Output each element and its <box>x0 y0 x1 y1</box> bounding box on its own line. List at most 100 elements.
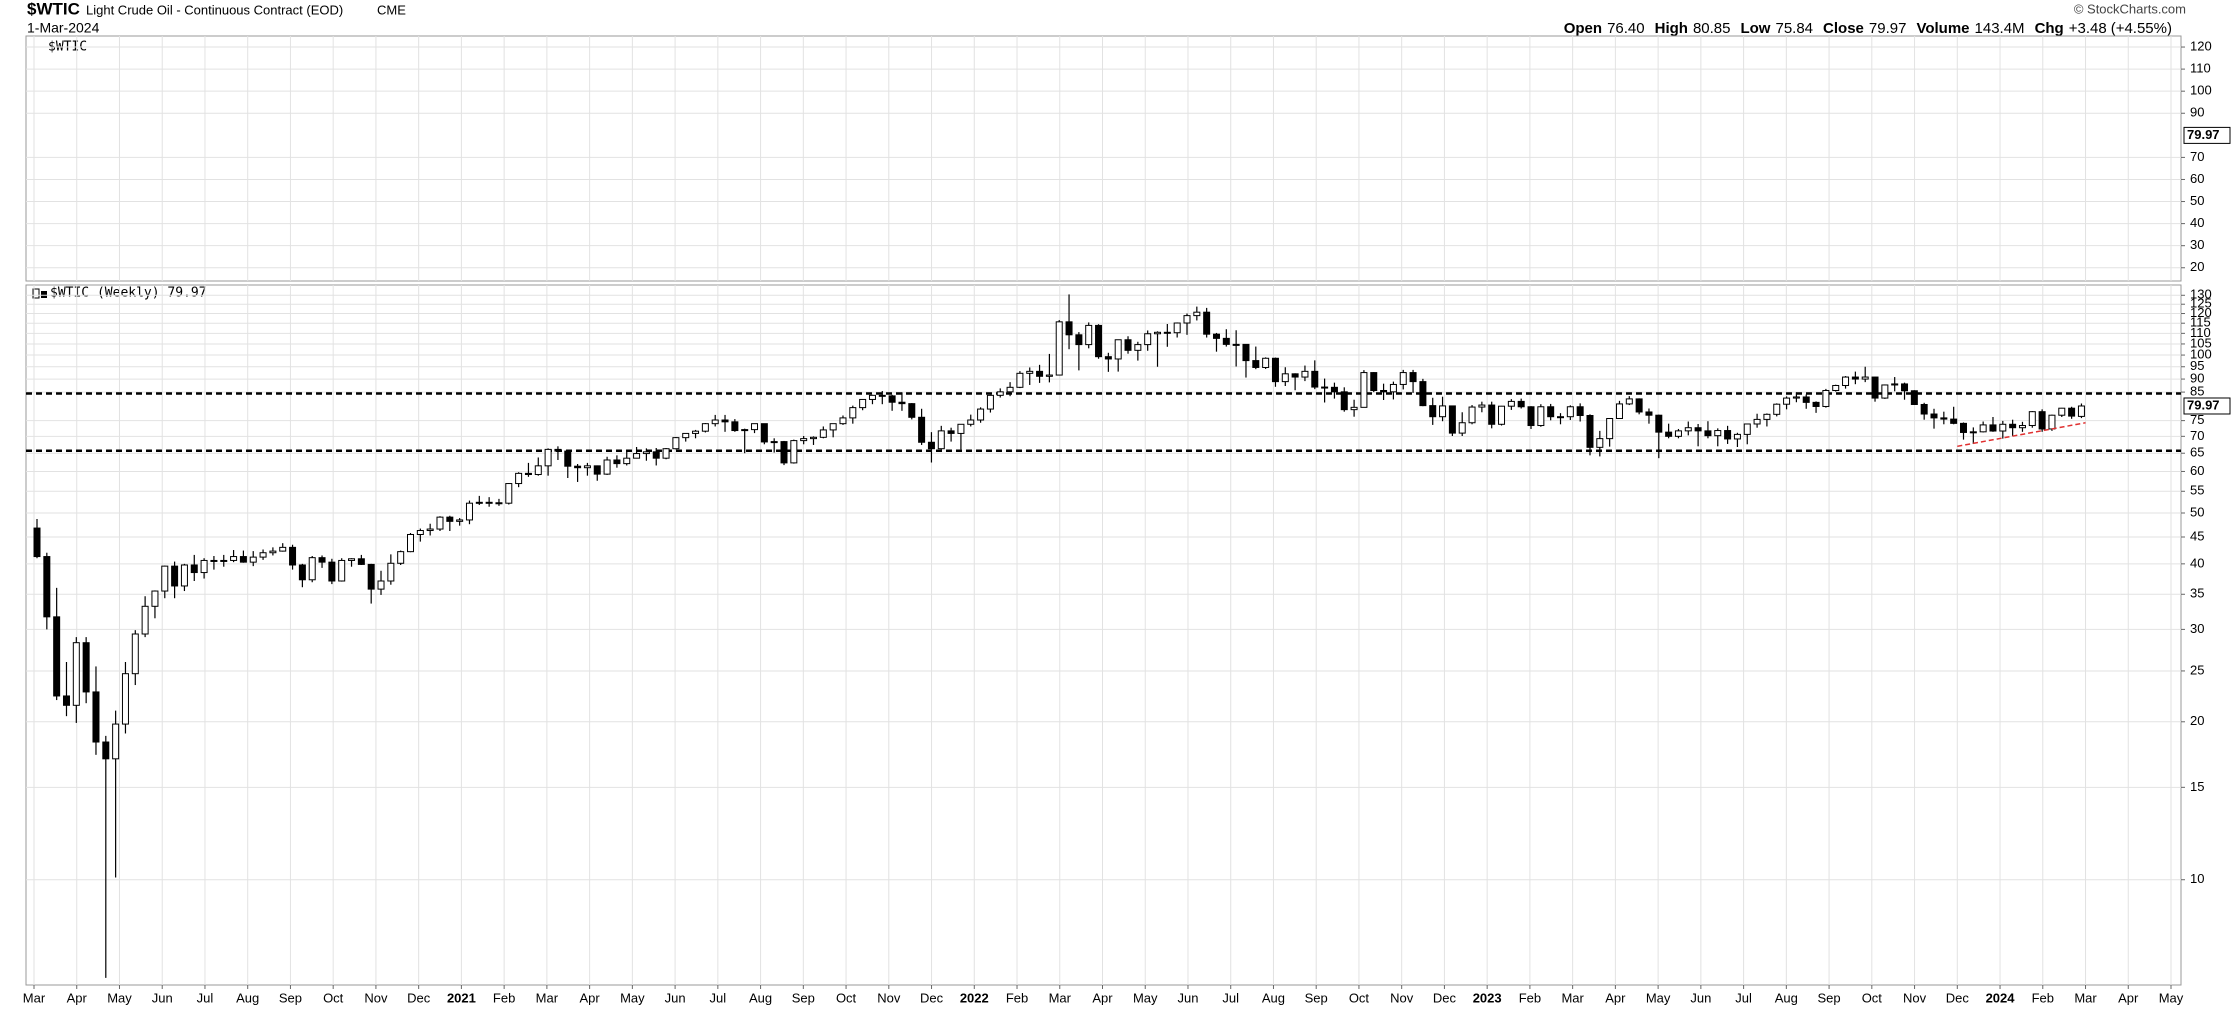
main-panel-frame <box>25 284 2182 986</box>
candle-body <box>121 673 129 725</box>
candle-body <box>1802 396 1810 403</box>
x-tick-label: Nov <box>1390 990 1414 1005</box>
candle-body <box>1252 360 1260 368</box>
x-tick-label: Nov <box>364 990 388 1005</box>
y-tick-label: 75 <box>2190 412 2204 427</box>
candle-body <box>407 533 415 553</box>
y-tick-label: 35 <box>2190 586 2204 601</box>
candle-body <box>1930 413 1938 419</box>
quote-name: Low <box>1740 20 1770 37</box>
y-tick-label: 70 <box>2190 149 2204 164</box>
candle-body <box>357 558 365 565</box>
candle-body <box>43 556 51 618</box>
candle-body <box>1606 417 1614 440</box>
candle-body <box>348 558 356 561</box>
candle-body <box>613 459 621 465</box>
candle-body <box>1792 396 1800 399</box>
candle-body <box>1724 430 1732 440</box>
candle-body <box>1665 431 1673 437</box>
candle-body <box>819 429 827 438</box>
candle-body <box>1291 373 1299 378</box>
candle-body <box>760 423 768 443</box>
y-tick-label: 115 <box>2190 315 2211 330</box>
y-tick-label: 130 <box>2190 287 2212 302</box>
candle-body <box>279 546 287 552</box>
candle-body <box>790 440 798 464</box>
x-tick-label: Jun <box>1690 990 1711 1005</box>
y-tick-label: 60 <box>2190 463 2204 478</box>
x-tick-label: 2021 <box>447 990 476 1005</box>
candle-body <box>1350 406 1358 411</box>
candle-body <box>544 448 552 467</box>
candle-body <box>1232 343 1240 346</box>
candle-body <box>53 616 61 697</box>
candle-body <box>1576 406 1584 417</box>
candle-body <box>662 448 670 459</box>
candle-body <box>564 450 572 467</box>
candle-body <box>1832 384 1840 391</box>
candle-body <box>1458 422 1466 434</box>
candle-body <box>1036 370 1044 377</box>
candle-body <box>1655 414 1663 433</box>
x-tick-label: Feb <box>1519 990 1541 1005</box>
y-tick-label: 50 <box>2190 193 2204 208</box>
candle-body <box>338 559 346 582</box>
candle-body <box>1674 430 1682 437</box>
x-tick-label: Sep <box>1818 990 1841 1005</box>
x-tick-label: Apr <box>1092 990 1113 1005</box>
candle-body <box>1517 400 1525 408</box>
x-tick-label: Sep <box>1305 990 1328 1005</box>
candle-body <box>328 561 336 582</box>
candle-body <box>1085 324 1093 346</box>
candle-body <box>210 559 218 562</box>
candle-body <box>1566 406 1574 418</box>
price-marker-label: 79.97 <box>2187 127 2220 142</box>
quote-value: 80.85 <box>1693 20 1731 37</box>
candle-body <box>1950 418 1958 424</box>
candle-body <box>1733 433 1741 440</box>
candle-body <box>1910 390 1918 405</box>
x-tick-label: Jul <box>1735 990 1752 1005</box>
y-tick-label: 65 <box>2190 445 2204 460</box>
candle-body <box>475 501 483 504</box>
x-tick-label: 2024 <box>1986 990 2016 1005</box>
quote-name: Chg <box>2035 20 2064 37</box>
candle-body <box>308 557 316 581</box>
candle-body <box>1429 405 1437 418</box>
candle-body <box>2038 411 2046 430</box>
candle-body <box>1861 376 1869 380</box>
candle-body <box>1596 438 1604 448</box>
candle-body <box>1694 427 1702 432</box>
x-tick-label: Mar <box>1049 990 1072 1005</box>
candle-body <box>839 417 847 425</box>
candle-body <box>318 557 326 563</box>
candle-body <box>1242 343 1250 362</box>
price-marker <box>2183 126 2231 144</box>
candle-body <box>1360 372 1368 408</box>
candle-body <box>1203 311 1211 335</box>
candle-body <box>1104 356 1112 360</box>
candle-body <box>1419 381 1427 407</box>
y-tick-label: 120 <box>2190 305 2212 320</box>
candle-body <box>230 556 238 561</box>
y-tick-label: 125 <box>2190 296 2212 311</box>
candle-body <box>1045 374 1053 377</box>
x-tick-label: Dec <box>920 990 944 1005</box>
candle-body <box>780 441 788 464</box>
candle-body <box>1114 339 1122 360</box>
candle-body <box>1006 386 1014 393</box>
candle-body <box>1468 406 1476 424</box>
x-tick-label: Mar <box>23 990 46 1005</box>
candle-body <box>1321 386 1329 389</box>
candle-body <box>937 430 945 450</box>
x-tick-label: Feb <box>2032 990 2054 1005</box>
candle-body <box>1498 405 1506 425</box>
candle-body <box>898 401 906 405</box>
x-tick-label: Oct <box>1349 990 1370 1005</box>
candle-body <box>947 430 955 434</box>
candle-body <box>888 395 896 403</box>
candle-body <box>1783 397 1791 405</box>
y-tick-label: 70 <box>2190 428 2204 443</box>
candle-body <box>583 465 591 469</box>
